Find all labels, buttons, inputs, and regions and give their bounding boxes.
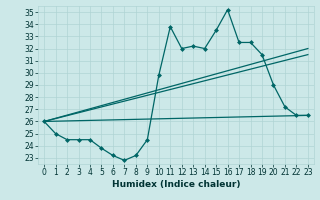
X-axis label: Humidex (Indice chaleur): Humidex (Indice chaleur) [112, 180, 240, 189]
